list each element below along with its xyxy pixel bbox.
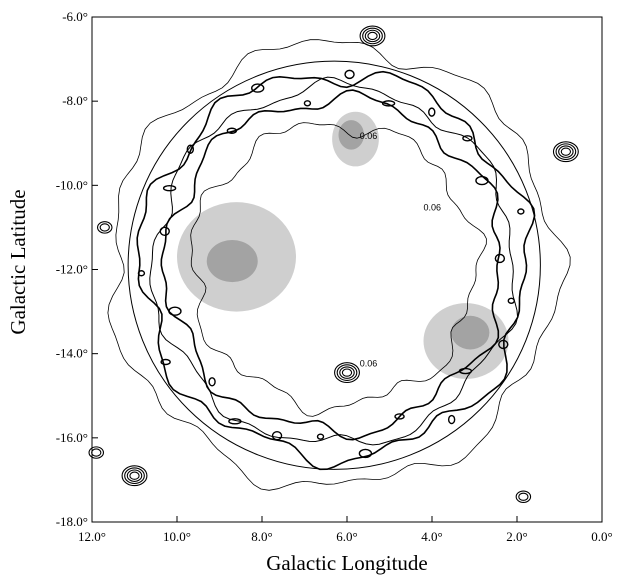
- ring-knot: [186, 144, 195, 154]
- shaded-region: [338, 120, 364, 150]
- circle-outline: [127, 60, 541, 470]
- ring-knot: [428, 107, 436, 117]
- x-tick-label: 4.0°: [421, 529, 442, 544]
- source-contour: [334, 362, 360, 384]
- y-tick-label: -6.0°: [62, 9, 88, 24]
- ring-knot: [137, 270, 146, 277]
- ring-knot: [271, 431, 283, 441]
- ring-knot: [358, 448, 373, 459]
- ring-knot: [303, 100, 312, 107]
- ring-knot: [168, 306, 182, 316]
- y-tick-label: -8.0°: [62, 93, 88, 108]
- source-contour: [555, 143, 577, 161]
- source-contour: [515, 490, 532, 503]
- source-contour: [552, 141, 579, 163]
- source-contour: [124, 467, 145, 485]
- ring-knot: [498, 339, 509, 350]
- ring-knot: [316, 433, 325, 440]
- source-contour: [121, 465, 148, 487]
- ring-knot: [208, 377, 216, 387]
- y-tick-label: -12.0°: [56, 262, 88, 277]
- contour-label: 0.06: [360, 358, 378, 368]
- source-contour: [339, 366, 355, 379]
- source-contour: [518, 492, 529, 501]
- contour-labels: 0.06 0.06 0.06: [360, 131, 441, 368]
- source-contour: [129, 471, 140, 480]
- ring-contour: [136, 70, 536, 471]
- x-tick-label: 0.0°: [591, 529, 612, 544]
- ring-knot: [162, 185, 177, 192]
- contour-label: 0.06: [360, 131, 378, 141]
- ring-knot: [458, 367, 473, 375]
- shaded-region: [206, 240, 258, 283]
- reference-circle: [127, 60, 541, 470]
- ring-knot: [228, 418, 242, 425]
- ring-knot: [160, 358, 171, 366]
- x-tick-label: 2.0°: [506, 529, 527, 544]
- source-contour: [359, 25, 386, 47]
- plot-frame: [91, 16, 603, 523]
- ring-knot: [394, 413, 405, 420]
- source-contour: [364, 29, 381, 43]
- y-axis-ticks: -6.0° -8.0° -10.0° -12.0° -14.0° -16.0° -18.0°: [56, 9, 98, 529]
- source-contour: [126, 469, 143, 482]
- source-contour: [558, 145, 574, 158]
- source-contour: [99, 223, 110, 232]
- shaded-emission-regions: [177, 111, 509, 379]
- source-contour: [560, 147, 572, 156]
- x-axis-ticks: 12.0° 10.0° 8.0° 6.0° 4.0° 2.0° 0.0°: [78, 516, 613, 544]
- ring-knot: [447, 414, 456, 425]
- source-contour: [97, 221, 113, 234]
- ring-knot: [344, 69, 355, 80]
- source-contour: [341, 368, 353, 377]
- ring-contours: [107, 39, 571, 491]
- y-tick-label: -10.0°: [56, 177, 88, 192]
- ring-knot: [251, 83, 265, 93]
- x-axis-title: Galactic Longitude: [266, 551, 428, 575]
- ring-contour: [107, 39, 571, 491]
- ring-knot: [507, 297, 515, 305]
- source-contour: [88, 446, 105, 459]
- source-contour: [91, 448, 102, 457]
- ring-knot: [226, 127, 238, 134]
- y-axis-title: Galactic Latitude: [6, 189, 30, 334]
- ring-knot: [494, 253, 506, 264]
- shaded-region: [451, 315, 490, 350]
- source-contour: [367, 31, 378, 41]
- ring-contour: [190, 122, 487, 417]
- ring-knot: [475, 175, 489, 186]
- x-tick-label: 8.0°: [251, 529, 272, 544]
- source-contour: [362, 27, 383, 45]
- ring-knot: [517, 208, 525, 215]
- ring-contour: [149, 76, 519, 446]
- y-tick-label: -14.0°: [56, 346, 88, 361]
- compact-source-contours: [88, 25, 579, 503]
- contour-label: 0.06: [424, 203, 442, 213]
- ring-contour: [160, 89, 501, 441]
- ring-knot: [381, 100, 396, 107]
- ring-knot: [159, 226, 170, 236]
- ring-knot: [462, 135, 473, 142]
- y-tick-label: -18.0°: [56, 514, 88, 529]
- x-tick-label: 6.0°: [336, 529, 357, 544]
- y-tick-label: -16.0°: [56, 430, 88, 445]
- x-tick-label: 10.0°: [163, 529, 191, 544]
- x-tick-label: 12.0°: [78, 529, 106, 544]
- source-contour: [336, 364, 358, 381]
